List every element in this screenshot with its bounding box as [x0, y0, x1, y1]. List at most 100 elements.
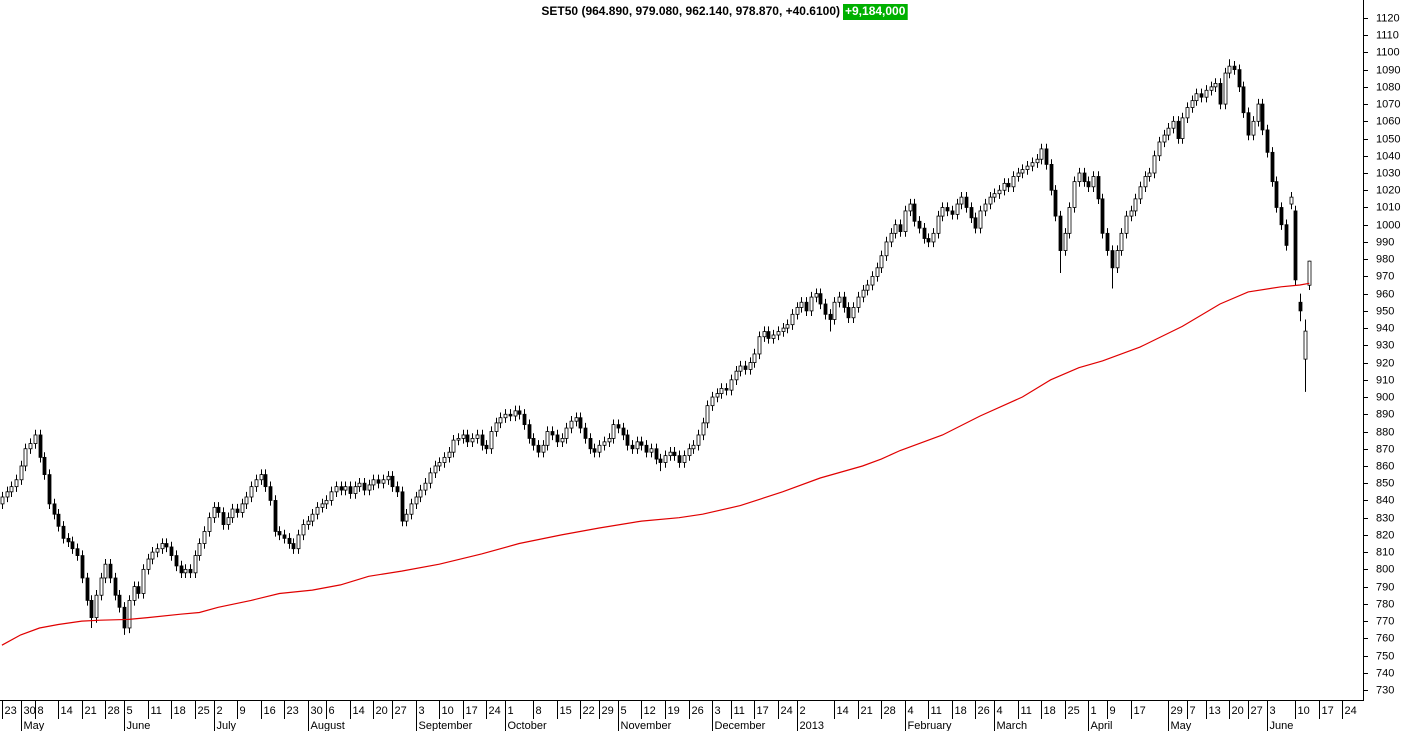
- candle-body: [376, 479, 381, 484]
- x-tick-label: 3: [1270, 705, 1276, 717]
- candle-body: [569, 420, 574, 429]
- candle-body: [334, 486, 339, 493]
- candle-body: [696, 434, 701, 446]
- candle-body: [390, 475, 395, 488]
- x-tick-label: 21: [85, 705, 97, 717]
- candle-body: [1194, 93, 1199, 102]
- x-tick-label: 22: [583, 705, 595, 717]
- x-tick-label: 23: [5, 705, 17, 717]
- candle-body: [1100, 198, 1105, 234]
- candle-body: [578, 417, 583, 429]
- candle-body: [545, 431, 550, 446]
- month-label: October: [508, 720, 547, 731]
- candle-body: [47, 474, 52, 505]
- month-label: June: [1270, 720, 1294, 731]
- candle-body: [898, 224, 903, 233]
- candle-body: [1002, 182, 1007, 191]
- candle-body: [169, 546, 174, 556]
- candle-body: [498, 417, 503, 424]
- x-tick-label: 1: [1091, 705, 1097, 717]
- candle-body: [842, 296, 847, 308]
- candle-body: [1129, 210, 1134, 217]
- candle-body: [724, 388, 729, 391]
- candle-body: [1293, 210, 1298, 281]
- y-tick-label: 970: [1376, 270, 1394, 282]
- candle-body: [1152, 155, 1157, 174]
- candle-body: [386, 475, 391, 481]
- candle-body: [677, 455, 682, 463]
- candle-body: [592, 448, 597, 453]
- candle-body: [1138, 186, 1143, 200]
- candle-body: [889, 232, 894, 243]
- candle-body: [1039, 148, 1044, 160]
- candle-body: [70, 541, 75, 550]
- x-tick-label: 11: [931, 705, 942, 717]
- candle-body: [1011, 176, 1016, 188]
- x-tick-label: 3: [419, 705, 425, 717]
- x-tick-label: 20: [1232, 705, 1244, 717]
- candle-body: [870, 276, 875, 286]
- candle-body: [823, 303, 828, 315]
- candle-body: [1067, 207, 1072, 234]
- candle-body: [1091, 176, 1096, 188]
- x-tick-label: 12: [644, 705, 656, 717]
- y-tick-label: 880: [1376, 426, 1394, 438]
- candle-body: [371, 479, 376, 486]
- candle-body: [226, 517, 231, 525]
- y-tick-label: 770: [1376, 615, 1394, 627]
- x-tick-label: 1: [508, 705, 514, 717]
- x-tick-label: 14: [837, 705, 849, 717]
- candle-body: [461, 434, 466, 439]
- candle-body: [875, 267, 880, 277]
- candle-body: [480, 434, 485, 446]
- candle-body: [955, 203, 960, 215]
- candle-body: [324, 500, 329, 505]
- candle-body: [950, 210, 955, 215]
- x-tick-label: 28: [884, 705, 896, 717]
- x-tick-label: 24: [1345, 705, 1357, 717]
- candle-body: [14, 479, 19, 488]
- candle-body: [973, 217, 978, 229]
- candle-body: [997, 189, 1002, 195]
- candle-body: [734, 370, 739, 381]
- candle-body: [80, 555, 85, 579]
- x-tick-label: 7: [1190, 705, 1196, 717]
- candle-body: [1298, 301, 1303, 312]
- candle-body: [513, 410, 518, 417]
- month-label: November: [621, 720, 672, 731]
- candle-body: [301, 524, 306, 536]
- y-tick-label: 1030: [1376, 167, 1400, 179]
- candle-body: [0, 496, 5, 505]
- candle-body: [729, 379, 734, 391]
- x-tick-label: 2: [800, 705, 806, 717]
- x-tick-label: 20: [376, 705, 388, 717]
- candle-body: [1082, 172, 1087, 183]
- candle-body: [644, 444, 649, 453]
- x-tick-label: 6: [329, 705, 335, 717]
- candle-body: [964, 196, 969, 208]
- candle-body: [127, 599, 132, 629]
- x-tick-label: 17: [1322, 705, 1334, 717]
- candle-body: [33, 434, 38, 444]
- candle-body: [748, 362, 753, 370]
- candle-body: [1237, 69, 1242, 88]
- candle-body: [268, 486, 273, 501]
- candle-body: [367, 484, 372, 491]
- y-tick-label: 1050: [1376, 133, 1400, 145]
- candle-body: [936, 215, 941, 234]
- x-tick-label: 30: [311, 705, 323, 717]
- candle-body: [89, 599, 94, 619]
- candle-body: [61, 525, 66, 539]
- candle-body: [649, 448, 654, 453]
- candle-body: [762, 331, 767, 338]
- candle-body: [630, 444, 635, 450]
- candle-body: [672, 451, 677, 457]
- candle-body: [851, 307, 856, 319]
- candle-body: [790, 313, 795, 326]
- y-tick-label: 1040: [1376, 150, 1400, 162]
- x-tick-label: 18: [174, 705, 186, 717]
- candle-body: [150, 551, 155, 560]
- candle-body: [607, 438, 612, 443]
